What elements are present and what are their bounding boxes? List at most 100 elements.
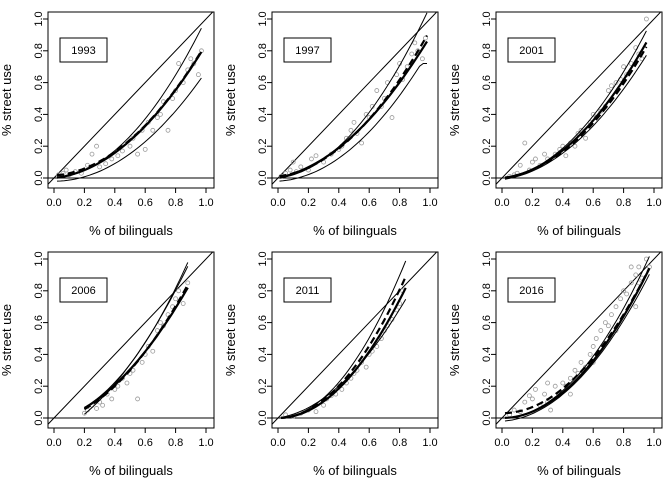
data-point <box>530 396 535 402</box>
data-point <box>636 264 642 270</box>
data-point <box>593 336 599 341</box>
data-point <box>321 402 327 408</box>
year-label-box <box>283 277 332 303</box>
data-point <box>628 264 634 270</box>
identity-line <box>48 12 214 185</box>
y-tick-label: 0.0 <box>33 170 45 185</box>
y-axis-title: % street use <box>0 64 14 136</box>
data-point <box>100 402 106 408</box>
x-tick-label: 0.4 <box>331 197 346 209</box>
x-tick-label: 1.0 <box>646 437 661 449</box>
plot-area <box>272 12 438 185</box>
x-tick-label: 0.6 <box>362 197 377 209</box>
x-tick-label: 0.2 <box>77 437 92 449</box>
data-point <box>621 288 626 294</box>
data-point <box>606 88 611 93</box>
data-point <box>389 115 395 120</box>
data-point <box>94 143 99 149</box>
data-point <box>180 301 186 306</box>
identity-line <box>496 252 662 425</box>
year-label: 1997 <box>295 45 319 57</box>
data-point <box>568 375 573 381</box>
y-tick-label: 0.4 <box>257 107 269 122</box>
x-tick-label: 0.0 <box>270 437 285 449</box>
data-point <box>644 16 649 22</box>
data-point <box>94 406 99 411</box>
y-tick-label: 0.8 <box>481 283 493 298</box>
data-point <box>628 280 634 286</box>
data-point <box>139 359 145 365</box>
data-point <box>176 61 182 66</box>
x-tick-label: 0.0 <box>494 437 509 449</box>
x-tick-label: 0.0 <box>46 197 61 209</box>
y-tick-label: 0.0 <box>481 170 493 185</box>
y-tick-label: 0.6 <box>33 315 45 330</box>
year-label-box <box>59 277 108 303</box>
x-tick-label: 0.8 <box>392 437 407 449</box>
year-label: 1993 <box>71 45 95 57</box>
x-tick-label: 0.0 <box>494 197 509 209</box>
upper-bound-curve <box>279 12 428 179</box>
y-tick-label: 0.2 <box>33 139 45 154</box>
data-point <box>127 143 133 149</box>
data-point <box>313 409 319 415</box>
x-tick-label: 1.0 <box>646 197 661 209</box>
data-point <box>548 407 554 413</box>
data-point <box>89 151 95 157</box>
year-label: 2001 <box>519 45 543 57</box>
y-tick-label: 0.4 <box>33 107 45 122</box>
data-point <box>609 312 614 318</box>
data-point <box>359 140 365 146</box>
x-tick-label: 0.8 <box>616 197 631 209</box>
data-point <box>359 359 365 365</box>
identity-line <box>496 12 662 185</box>
panel-frame <box>47 251 215 429</box>
data-point <box>552 383 558 389</box>
data-point <box>135 396 141 402</box>
data-point <box>618 296 623 302</box>
panel-frame <box>47 11 215 189</box>
data-point <box>522 399 528 405</box>
x-tick-label: 0.0 <box>270 197 285 209</box>
y-tick-label: 1.0 <box>481 251 493 266</box>
x-axis-title: % of bilinguals <box>537 223 621 238</box>
data-point <box>621 64 626 70</box>
panel-1993: 0.00.0 0.2 0.2 0.4 0.4 0.6 0.6 0.8 0.8 1.0 1.0 % of… <box>0 11 215 238</box>
data-point <box>82 410 87 416</box>
panel-1997: 0.00.0 0.2 0.2 0.4 0.4 0.6 0.6 0.8 0.8 1.0 1.0 % of… <box>223 11 439 238</box>
data-point <box>522 140 528 146</box>
data-point <box>530 159 535 165</box>
x-axis-title: % of bilinguals <box>313 223 397 238</box>
data-point <box>157 112 163 117</box>
y-tick-label: 0.2 <box>481 139 493 154</box>
year-label-box <box>283 37 332 63</box>
x-tick-label: 1.0 <box>422 197 437 209</box>
panel-frame <box>495 251 663 429</box>
identity-line <box>48 252 214 425</box>
x-tick-label: 0.0 <box>46 437 61 449</box>
data-point <box>195 72 201 78</box>
x-tick-label: 0.8 <box>616 437 631 449</box>
data-point <box>170 96 175 101</box>
y-tick-label: 0.2 <box>257 139 269 154</box>
x-axis-title: % of bilinguals <box>537 463 621 478</box>
y-axis-title: % street use <box>223 304 238 376</box>
x-tick-label: 0.2 <box>525 437 540 449</box>
identity-line <box>272 252 438 425</box>
y-tick-label: 0.0 <box>257 410 269 425</box>
data-point <box>115 153 121 159</box>
data-point <box>542 391 547 397</box>
panel-2011: 0.00.0 0.2 0.2 0.4 0.4 0.6 0.6 0.8 0.8 1.0 1.0 % of… <box>223 251 439 478</box>
y-tick-label: 1.0 <box>257 11 269 26</box>
plot-area <box>496 12 662 185</box>
data-point <box>109 156 115 162</box>
x-tick-label: 0.2 <box>525 197 540 209</box>
plot-area <box>496 252 662 425</box>
data-point <box>590 344 596 349</box>
identity-line <box>272 12 438 185</box>
data-point <box>348 127 354 133</box>
fitted-curve <box>504 267 651 419</box>
panel-2016: 0.00.0 0.2 0.2 0.4 0.4 0.6 0.6 0.8 0.8 1.0 1.0 % of… <box>447 251 663 478</box>
dashed-fit-curve <box>280 276 407 419</box>
year-label-box <box>59 37 108 63</box>
